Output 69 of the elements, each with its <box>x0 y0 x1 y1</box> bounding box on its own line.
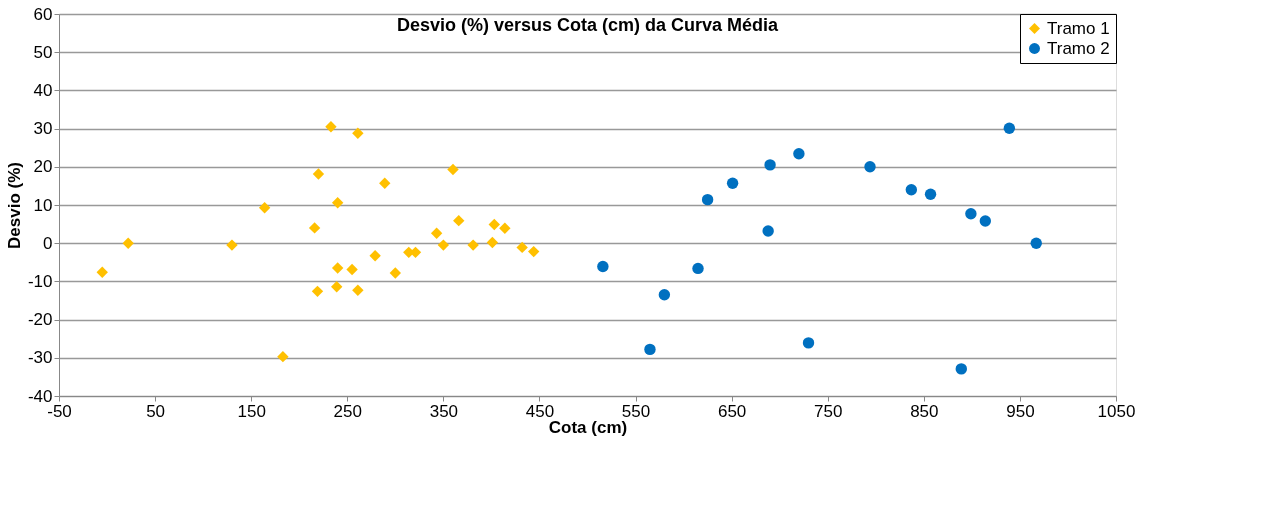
y-tick-label: 60 <box>33 4 53 24</box>
point <box>1003 122 1016 134</box>
point <box>331 281 343 293</box>
y-tick-label: -20 <box>27 310 53 330</box>
point <box>311 285 324 298</box>
point <box>331 197 344 209</box>
x-tick-label: 350 <box>429 401 459 421</box>
point <box>644 343 656 356</box>
point <box>308 222 321 234</box>
point <box>726 177 739 189</box>
x-tick-label: 150 <box>237 401 266 421</box>
point <box>965 208 977 220</box>
point <box>905 184 918 196</box>
y-tick-label: 0 <box>43 233 53 253</box>
point <box>453 214 465 227</box>
point <box>1030 237 1042 249</box>
point <box>331 262 344 274</box>
x-tick-label: 850 <box>910 401 939 421</box>
y-tick-label: 20 <box>33 157 53 177</box>
point <box>762 225 774 237</box>
legend-label: Tramo 1 <box>1047 18 1110 38</box>
point <box>258 201 271 214</box>
point <box>325 120 337 133</box>
point <box>802 337 815 349</box>
point <box>979 215 992 227</box>
point <box>346 263 358 276</box>
point <box>864 161 876 173</box>
point <box>764 159 776 171</box>
point <box>527 245 540 258</box>
legend-label: Tramo 2 <box>1047 38 1110 58</box>
point <box>467 239 479 251</box>
point <box>955 363 967 375</box>
point <box>226 239 238 251</box>
x-tick-label: 1050 <box>1097 401 1136 421</box>
point <box>924 188 937 200</box>
x-tick-label: 650 <box>717 401 747 421</box>
point <box>122 237 134 249</box>
point <box>352 127 364 139</box>
point <box>597 260 609 273</box>
point <box>369 250 381 262</box>
point <box>352 284 364 296</box>
point <box>312 168 325 180</box>
y-tick-label: -30 <box>27 348 53 368</box>
chart-title: Desvio (%) versus Cota (cm) da Curva Média <box>396 15 780 35</box>
point <box>793 148 805 160</box>
point <box>437 239 450 251</box>
y-tick-label: 50 <box>33 42 53 62</box>
point <box>96 266 108 278</box>
point <box>447 163 459 176</box>
x-tick-label: 250 <box>333 401 362 421</box>
point <box>389 267 402 279</box>
y-tick-label: 30 <box>33 119 53 139</box>
point <box>658 289 671 301</box>
x-tick-label: 950 <box>1006 401 1035 421</box>
y-axis-title: Desvio (%) <box>4 162 24 249</box>
y-tick-label: 10 <box>33 195 53 215</box>
point <box>692 262 704 275</box>
point <box>430 227 443 239</box>
point <box>701 193 714 206</box>
point <box>499 222 511 234</box>
y-tick-label: 40 <box>33 80 53 100</box>
x-tick-label: 50 <box>146 401 166 421</box>
point <box>488 218 500 231</box>
point <box>277 350 289 363</box>
point <box>516 241 528 254</box>
point <box>379 177 391 189</box>
x-tick-label: 750 <box>814 401 843 421</box>
y-tick-label: -10 <box>27 271 53 291</box>
point <box>486 236 499 249</box>
